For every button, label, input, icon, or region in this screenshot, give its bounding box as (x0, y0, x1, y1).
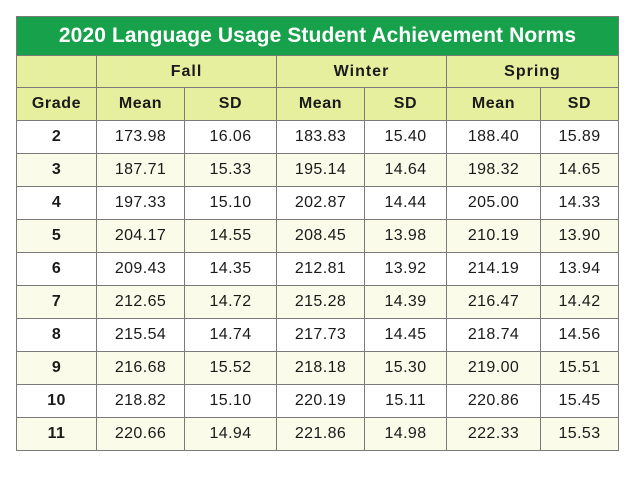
spring-sd-cell: 13.90 (540, 219, 619, 253)
spring-mean-cell: 210.19 (446, 219, 541, 253)
grade-cell: 4 (16, 186, 97, 220)
fall-sd-cell: 16.06 (184, 120, 277, 154)
fall-sd-cell: 14.72 (184, 285, 277, 319)
fall-sd-cell: 15.10 (184, 186, 277, 220)
table-row: 2 173.98 16.06 183.83 15.40 188.40 15.89 (16, 120, 619, 154)
grade-cell: 6 (16, 252, 97, 286)
winter-mean-cell: 220.19 (276, 384, 365, 418)
spring-mean-cell: 198.32 (446, 153, 541, 187)
fall-sd-cell: 15.10 (184, 384, 277, 418)
winter-sd-cell: 15.40 (364, 120, 447, 154)
table-body: 2 173.98 16.06 183.83 15.40 188.40 15.89 3 187.7… (16, 120, 619, 451)
winter-mean-cell: 212.81 (276, 252, 365, 286)
season-header-winter: Winter (276, 55, 447, 88)
winter-sd-cell: 13.98 (364, 219, 447, 253)
fall-mean-cell: 212.65 (96, 285, 185, 319)
spring-sd-cell: 14.56 (540, 318, 619, 352)
grade-cell: 8 (16, 318, 97, 352)
spring-mean-cell: 222.33 (446, 417, 541, 451)
table-row: 3 187.71 15.33 195.14 14.64 198.32 14.65 (16, 153, 619, 187)
column-header-spring-sd: SD (540, 87, 619, 121)
grade-cell: 11 (16, 417, 97, 451)
winter-sd-cell: 14.44 (364, 186, 447, 220)
fall-sd-cell: 14.35 (184, 252, 277, 286)
season-header-row: Fall Winter Spring (16, 55, 619, 88)
winter-mean-cell: 202.87 (276, 186, 365, 220)
spring-sd-cell: 13.94 (540, 252, 619, 286)
column-header-grade: Grade (16, 87, 97, 121)
winter-mean-cell: 217.73 (276, 318, 365, 352)
table-row: 10 218.82 15.10 220.19 15.11 220.86 15.45 (16, 384, 619, 418)
table-row: 7 212.65 14.72 215.28 14.39 216.47 14.42 (16, 285, 619, 319)
winter-sd-cell: 13.92 (364, 252, 447, 286)
grade-cell: 7 (16, 285, 97, 319)
table-row: 4 197.33 15.10 202.87 14.44 205.00 14.33 (16, 186, 619, 220)
grade-cell: 2 (16, 120, 97, 154)
winter-sd-cell: 14.98 (364, 417, 447, 451)
fall-sd-cell: 14.55 (184, 219, 277, 253)
spring-sd-cell: 15.45 (540, 384, 619, 418)
fall-mean-cell: 215.54 (96, 318, 185, 352)
spring-mean-cell: 214.19 (446, 252, 541, 286)
spring-sd-cell: 14.33 (540, 186, 619, 220)
table-row: 6 209.43 14.35 212.81 13.92 214.19 13.94 (16, 252, 619, 286)
grade-cell: 9 (16, 351, 97, 385)
column-header-fall-mean: Mean (96, 87, 185, 121)
spring-mean-cell: 219.00 (446, 351, 541, 385)
spring-mean-cell: 216.47 (446, 285, 541, 319)
column-header-spring-mean: Mean (446, 87, 541, 121)
winter-mean-cell: 208.45 (276, 219, 365, 253)
winter-sd-cell: 15.30 (364, 351, 447, 385)
spring-sd-cell: 15.53 (540, 417, 619, 451)
table-title: 2020 Language Usage Student Achievement … (16, 16, 619, 56)
winter-mean-cell: 221.86 (276, 417, 365, 451)
winter-sd-cell: 14.45 (364, 318, 447, 352)
fall-mean-cell: 216.68 (96, 351, 185, 385)
fall-mean-cell: 204.17 (96, 219, 185, 253)
winter-sd-cell: 15.11 (364, 384, 447, 418)
fall-sd-cell: 14.94 (184, 417, 277, 451)
fall-mean-cell: 209.43 (96, 252, 185, 286)
table-row: 5 204.17 14.55 208.45 13.98 210.19 13.90 (16, 219, 619, 253)
spring-mean-cell: 218.74 (446, 318, 541, 352)
fall-mean-cell: 218.82 (96, 384, 185, 418)
fall-mean-cell: 220.66 (96, 417, 185, 451)
column-header-row: Grade Mean SD Mean SD Mean SD (16, 87, 619, 121)
winter-mean-cell: 183.83 (276, 120, 365, 154)
grade-cell: 3 (16, 153, 97, 187)
spring-sd-cell: 14.65 (540, 153, 619, 187)
spring-mean-cell: 220.86 (446, 384, 541, 418)
grade-cell: 10 (16, 384, 97, 418)
spring-sd-cell: 15.51 (540, 351, 619, 385)
fall-mean-cell: 173.98 (96, 120, 185, 154)
fall-sd-cell: 15.52 (184, 351, 277, 385)
season-header-fall: Fall (96, 55, 277, 88)
norms-table: 2020 Language Usage Student Achievement … (16, 16, 619, 451)
spring-sd-cell: 15.89 (540, 120, 619, 154)
column-header-fall-sd: SD (184, 87, 277, 121)
season-header-spring: Spring (446, 55, 619, 88)
winter-mean-cell: 218.18 (276, 351, 365, 385)
spring-mean-cell: 188.40 (446, 120, 541, 154)
column-header-winter-sd: SD (364, 87, 447, 121)
winter-mean-cell: 195.14 (276, 153, 365, 187)
spring-mean-cell: 205.00 (446, 186, 541, 220)
spring-sd-cell: 14.42 (540, 285, 619, 319)
grade-cell: 5 (16, 219, 97, 253)
table-row: 9 216.68 15.52 218.18 15.30 219.00 15.51 (16, 351, 619, 385)
fall-sd-cell: 15.33 (184, 153, 277, 187)
table-row: 8 215.54 14.74 217.73 14.45 218.74 14.56 (16, 318, 619, 352)
fall-mean-cell: 197.33 (96, 186, 185, 220)
winter-mean-cell: 215.28 (276, 285, 365, 319)
column-header-winter-mean: Mean (276, 87, 365, 121)
winter-sd-cell: 14.64 (364, 153, 447, 187)
season-header-blank (16, 55, 97, 88)
table-row: 11 220.66 14.94 221.86 14.98 222.33 15.53 (16, 417, 619, 451)
fall-mean-cell: 187.71 (96, 153, 185, 187)
fall-sd-cell: 14.74 (184, 318, 277, 352)
winter-sd-cell: 14.39 (364, 285, 447, 319)
